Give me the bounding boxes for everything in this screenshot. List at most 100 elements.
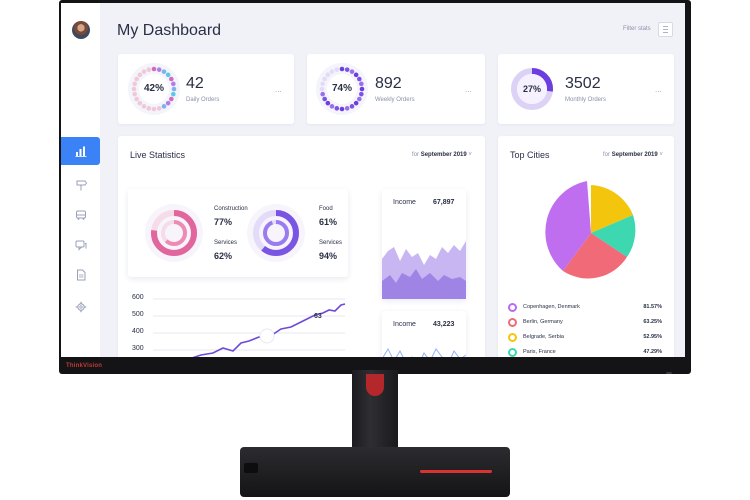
progress-dot (151, 106, 157, 112)
stat-value: 892 (375, 75, 402, 92)
city-name: Paris, France (523, 349, 556, 355)
progress-dot (353, 72, 359, 78)
power-indicator (666, 372, 672, 374)
sidebar-item-documents[interactable] (61, 261, 100, 289)
y-tick-label: 300 (132, 345, 144, 352)
progress-dot (357, 76, 362, 82)
ring-label: Food (319, 206, 333, 212)
progress-dot (137, 72, 143, 78)
city-color-marker (508, 303, 517, 312)
page-title: My Dashboard (117, 22, 222, 39)
ring-value: 62% (214, 251, 233, 261)
progress-dot (349, 104, 355, 109)
city-color-marker (508, 348, 517, 357)
construction-ring (145, 204, 203, 262)
stat-card-weekly-orders[interactable]: 74% (307, 54, 485, 124)
period-selector[interactable]: for September 2019 ˅ (412, 152, 472, 158)
progress-dot (156, 106, 162, 111)
ring-value: 61% (319, 217, 338, 227)
line-annotation: 63 (314, 313, 322, 320)
stat-more-icon[interactable]: ... (655, 85, 662, 94)
stat-more-icon[interactable]: ... (465, 85, 472, 94)
progress-dot (320, 81, 325, 87)
progress-dot (349, 69, 355, 74)
progress-dot (165, 72, 171, 78)
period-value: September 2019 (420, 152, 467, 158)
city-row[interactable]: Copenhagen, Denmark 81.57% (508, 302, 662, 314)
progress-dot (322, 96, 327, 102)
line-point-marker[interactable] (259, 328, 275, 344)
pie-slice-copenhagen[interactable] (545, 181, 591, 271)
cities-pie-chart (545, 181, 636, 279)
city-value: 81.57% (643, 304, 662, 310)
stat-label: Weekly Orders (375, 97, 415, 103)
sidebar-item-settings[interactable] (61, 293, 100, 321)
income-value: 67,897 (433, 199, 455, 206)
stat-percent: 42% (143, 83, 164, 94)
y-tick-label: 600 (132, 294, 144, 301)
progress-dot (132, 81, 137, 87)
chevron-down-icon: ˅ (659, 152, 663, 158)
progress-dot (344, 67, 350, 72)
sidebar (61, 3, 100, 357)
stat-card-daily-orders[interactable]: 42% (118, 54, 294, 124)
progress-dot (132, 91, 137, 97)
filter-icon[interactable] (658, 22, 673, 37)
city-value: 63.25% (643, 319, 662, 325)
avatar[interactable] (72, 21, 90, 39)
income-label: Income (393, 321, 416, 328)
pie-slice-paris[interactable] (591, 215, 636, 257)
panel-title: Live Statistics (130, 150, 186, 160)
live-line-chart (153, 298, 346, 357)
brand-logo: ThinkVision (66, 363, 103, 369)
progress-dot (137, 100, 143, 106)
y-tick-label: 400 (132, 328, 144, 335)
pie-slice-belgrade[interactable] (591, 185, 633, 233)
ring-label: Services (319, 240, 343, 246)
city-color-marker (508, 318, 517, 327)
progress-dot (171, 91, 176, 97)
chat-icon (75, 240, 86, 251)
city-row[interactable]: Berlin, Germany 63.25% (508, 317, 662, 329)
progress-dot (141, 69, 147, 74)
line-series (192, 303, 346, 357)
stat-percent: 74% (331, 83, 352, 94)
progress-dot (156, 67, 162, 72)
progress-dot (329, 104, 335, 109)
sidebar-item-statistics[interactable] (61, 137, 100, 165)
sidebar-item-transport[interactable] (61, 201, 100, 229)
bar-chart-icon (75, 146, 86, 157)
progress-dot (325, 100, 331, 106)
sidebar-item-messages[interactable] (61, 231, 100, 259)
stat-percent: 27% (522, 84, 541, 94)
progress-dot (353, 100, 359, 106)
period-selector[interactable]: for September 2019 ˅ (603, 152, 663, 158)
sidebar-item-directions[interactable] (61, 171, 100, 199)
city-row[interactable]: Belgrade, Serbia 52.95% (508, 332, 662, 344)
income-area-chart (382, 241, 466, 299)
progress-dot (339, 106, 345, 112)
progress-dot (146, 67, 152, 72)
stat-card-monthly-orders[interactable]: 27% (498, 54, 674, 124)
progress-dot (134, 96, 139, 102)
city-row[interactable]: Paris, France 47.29% (508, 347, 662, 357)
rings-card (128, 189, 348, 277)
progress-dot (334, 67, 340, 72)
city-name: Copenhagen, Denmark (523, 304, 580, 310)
ring-value: 94% (319, 251, 338, 261)
city-value: 47.29% (643, 349, 662, 355)
city-value: 52.95% (643, 334, 662, 340)
signpost-icon (76, 180, 87, 191)
y-tick-label: 500 (132, 311, 144, 318)
document-icon (76, 269, 85, 281)
stat-more-icon[interactable]: ... (275, 85, 282, 94)
income-label: Income (393, 199, 416, 206)
progress-dot (359, 86, 365, 92)
stat-label: Monthly Orders (565, 97, 607, 103)
income-card[interactable] (382, 311, 466, 357)
progress-dot (339, 66, 345, 72)
filter-stats-link[interactable]: Filter stats (623, 26, 651, 32)
pie-slice-berlin[interactable] (563, 233, 627, 279)
progress-dot (134, 76, 139, 82)
income-card[interactable] (382, 189, 466, 299)
